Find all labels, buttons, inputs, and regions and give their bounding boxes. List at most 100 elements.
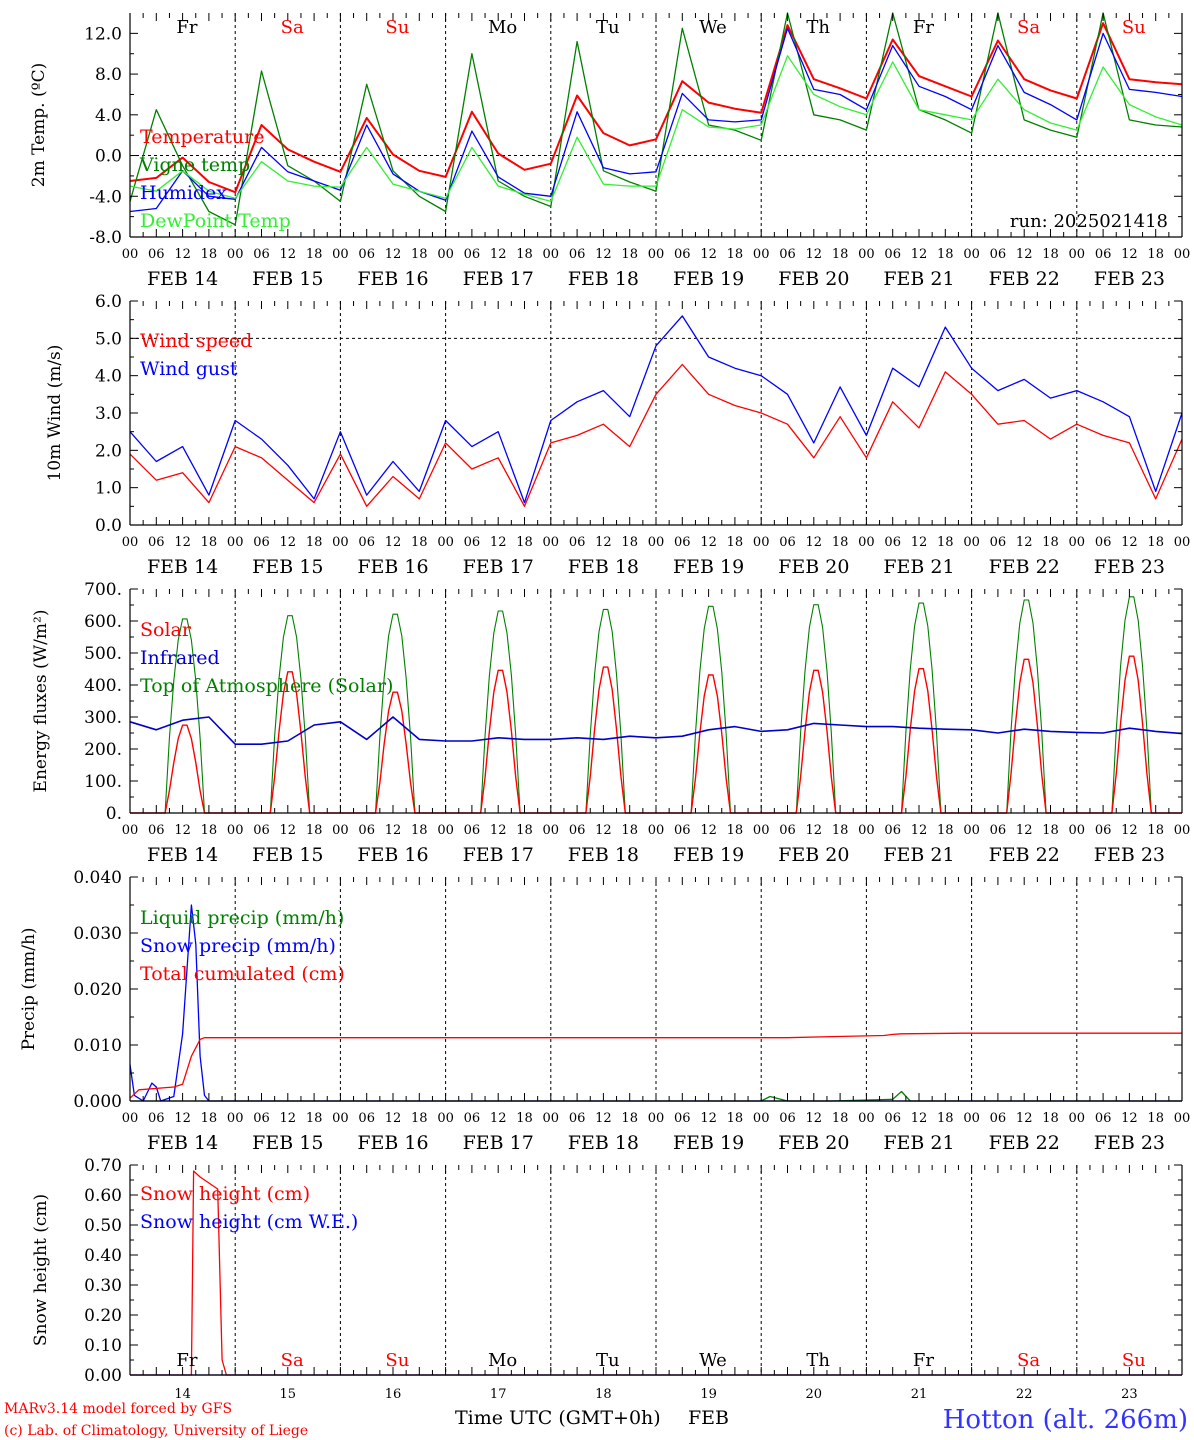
y-tick-label: 0.70 <box>84 1156 122 1176</box>
run-label: run: 2025021418 <box>1010 211 1168 232</box>
y-tick-label: 12.0 <box>84 24 122 44</box>
x-tick-label: 12 <box>490 247 507 262</box>
x-tick-label: 18 <box>1147 535 1164 550</box>
x-tick-label: 06 <box>464 823 481 838</box>
y-tick-label: 5.0 <box>95 329 122 349</box>
x-tick-label: 18 <box>1042 823 1059 838</box>
x-tick-label: 18 <box>201 823 218 838</box>
x-tick-label: 12 <box>174 823 191 838</box>
date-label: FEB 20 <box>778 844 849 866</box>
x-tick-label: 06 <box>779 247 796 262</box>
y-tick-label: 4.0 <box>95 106 122 126</box>
x-tick-label: 18 <box>306 535 323 550</box>
x-tick-label: 06 <box>253 247 270 262</box>
date-label: FEB 19 <box>673 268 744 290</box>
x-tick-label: 00 <box>648 535 665 550</box>
x-tick-label: 18 <box>621 823 638 838</box>
date-label: FEB 16 <box>357 268 428 290</box>
x-tick-label: 00 <box>227 823 244 838</box>
y-tick-label: 2.0 <box>95 441 122 461</box>
x-tick-label: 18 <box>1147 1111 1164 1126</box>
x-tick-label: 12 <box>911 1111 928 1126</box>
date-label: FEB 22 <box>989 844 1060 866</box>
weekday-label: Mo <box>488 17 517 38</box>
date-label: FEB 23 <box>1094 1132 1165 1154</box>
date-label: FEB 23 <box>1094 556 1165 578</box>
date-label: FEB 20 <box>778 268 849 290</box>
x-tick-label: 06 <box>569 535 586 550</box>
x-tick-label: 06 <box>148 535 165 550</box>
series-line-wind-gust <box>129 315 1183 504</box>
legend-entry: Snow height (cm) <box>140 1183 310 1205</box>
x-tick-label: 00 <box>332 823 349 838</box>
weekday-label: Su <box>1122 17 1146 38</box>
date-label: FEB 15 <box>252 556 323 578</box>
x-tick-label: 12 <box>595 247 612 262</box>
x-tick-label: 00 <box>963 1111 980 1126</box>
date-label: FEB 14 <box>147 1132 218 1154</box>
x-tick-label: 00 <box>858 247 875 262</box>
x-tick-label: 18 <box>832 823 849 838</box>
date-label: FEB 17 <box>463 556 534 578</box>
x-tick-label: 00 <box>227 1111 244 1126</box>
day-number-label: 23 <box>1121 1387 1138 1402</box>
x-tick-label: 18 <box>621 247 638 262</box>
x-tick-label: 12 <box>385 823 402 838</box>
month-label: FEB <box>688 1407 729 1429</box>
date-label: FEB 18 <box>568 844 639 866</box>
x-tick-label: 00 <box>858 823 875 838</box>
x-tick-label: 12 <box>911 823 928 838</box>
x-tick-label: 06 <box>253 823 270 838</box>
x-tick-label: 00 <box>122 247 139 262</box>
x-tick-label: 00 <box>753 1111 770 1126</box>
x-tick-label: 06 <box>884 247 901 262</box>
y-tick-label: 0.0 <box>95 147 122 167</box>
date-label: FEB 17 <box>463 1132 534 1154</box>
date-label: FEB 18 <box>568 268 639 290</box>
x-tick-label: 06 <box>148 823 165 838</box>
x-tick-label: 18 <box>516 535 533 550</box>
date-label: FEB 16 <box>357 1132 428 1154</box>
lab-credit: (c) Lab. of Climatology, University of L… <box>4 1423 308 1439</box>
x-tick-label: 00 <box>963 247 980 262</box>
y-tick-label: 0.0 <box>95 516 122 536</box>
x-tick-label: 06 <box>569 1111 586 1126</box>
x-tick-label: 18 <box>411 823 428 838</box>
x-tick-label: 12 <box>806 1111 823 1126</box>
weekday-label: Tu <box>596 17 620 38</box>
x-tick-label: 12 <box>385 247 402 262</box>
series-line-infrared <box>129 716 1183 746</box>
y-axis-label: Snow height (cm) <box>31 1194 51 1346</box>
x-tick-label: 06 <box>1095 823 1112 838</box>
series-line-vigne-temp <box>129 12 1183 226</box>
y-tick-label: 0.60 <box>84 1186 122 1206</box>
x-tick-label: 06 <box>1095 1111 1112 1126</box>
date-label: FEB 16 <box>357 556 428 578</box>
date-label: FEB 23 <box>1094 268 1165 290</box>
x-tick-label: 18 <box>516 247 533 262</box>
day-number-label: 16 <box>385 1387 402 1402</box>
x-tick-label: 00 <box>332 247 349 262</box>
x-tick-label: 00 <box>1174 247 1191 262</box>
x-tick-label: 06 <box>674 535 691 550</box>
x-tick-label: 18 <box>306 247 323 262</box>
x-tick-label: 00 <box>543 823 560 838</box>
x-tick-label: 18 <box>832 535 849 550</box>
legend-entry: Total cumulated (cm) <box>140 963 345 985</box>
x-tick-label: 00 <box>1069 1111 1086 1126</box>
x-tick-label: 06 <box>464 1111 481 1126</box>
weekday-label: Sa <box>281 17 304 38</box>
y-tick-label: 500. <box>84 644 122 664</box>
legend-entry: Top of Atmosphere (Solar) <box>140 675 393 697</box>
station-label: Hotton (alt. 266m) <box>943 1405 1188 1435</box>
x-tick-label: 12 <box>806 535 823 550</box>
x-tick-label: 00 <box>648 823 665 838</box>
weekday-label: Su <box>1122 1350 1146 1371</box>
series-line-humidex <box>129 27 1183 213</box>
x-tick-label: 06 <box>253 535 270 550</box>
x-tick-label: 00 <box>437 535 454 550</box>
y-tick-label: 0.40 <box>84 1246 122 1266</box>
x-tick-label: 18 <box>201 1111 218 1126</box>
weekday-label: Sa <box>1017 1350 1040 1371</box>
date-label: FEB 18 <box>568 556 639 578</box>
